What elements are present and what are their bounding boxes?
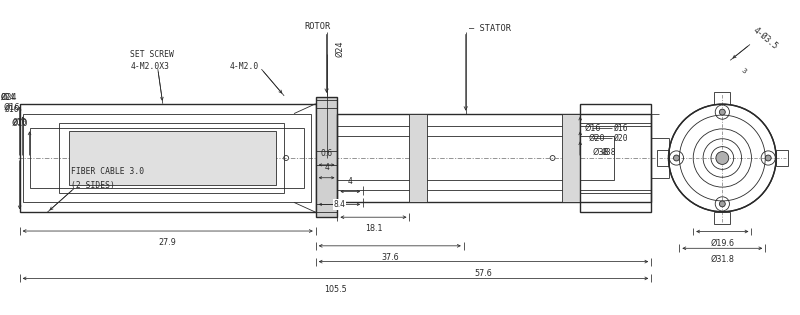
Text: SET SCREW: SET SCREW — [130, 50, 174, 59]
Bar — [316, 97, 338, 217]
Text: 3: 3 — [740, 67, 747, 75]
Text: 8.4: 8.4 — [334, 200, 346, 209]
Text: ROTOR: ROTOR — [305, 22, 331, 31]
Circle shape — [716, 152, 729, 164]
Text: 37.6: 37.6 — [381, 253, 398, 262]
Text: Ø10: Ø10 — [11, 119, 27, 128]
Circle shape — [719, 201, 726, 207]
Text: Ø20: Ø20 — [588, 134, 605, 143]
Text: FIBER CABLE 3.0: FIBER CABLE 3.0 — [71, 167, 144, 176]
Text: 4-M2.0: 4-M2.0 — [230, 62, 258, 71]
Text: Ø24: Ø24 — [335, 40, 345, 57]
Text: Ø38: Ø38 — [602, 147, 617, 157]
Text: 27.9: 27.9 — [158, 238, 177, 247]
Text: 18.1: 18.1 — [365, 224, 382, 233]
Bar — [69, 131, 276, 185]
Circle shape — [766, 155, 771, 161]
Text: 57.6: 57.6 — [474, 268, 492, 278]
Text: 4-Ø3.5: 4-Ø3.5 — [752, 26, 780, 51]
Bar — [580, 123, 651, 192]
Text: Ø31.8: Ø31.8 — [710, 255, 734, 264]
Text: Ø24: Ø24 — [0, 93, 17, 102]
Bar — [714, 92, 730, 104]
Bar — [59, 123, 284, 192]
Text: (2 SIDES): (2 SIDES) — [71, 181, 115, 190]
Bar — [776, 150, 788, 166]
Bar — [30, 129, 304, 188]
Bar — [338, 136, 614, 180]
Bar — [562, 114, 580, 203]
Bar — [22, 114, 311, 203]
Text: Ø16: Ø16 — [584, 124, 601, 133]
Bar — [338, 114, 651, 203]
Text: — STATOR: — STATOR — [469, 24, 510, 33]
Bar — [410, 114, 427, 203]
Bar — [580, 114, 651, 203]
Text: Ø16: Ø16 — [3, 103, 20, 112]
Text: 4: 4 — [324, 163, 329, 172]
Text: Ø19.6: Ø19.6 — [710, 238, 734, 247]
Circle shape — [674, 155, 679, 161]
Text: Ø20: Ø20 — [614, 134, 628, 143]
Bar — [714, 212, 730, 224]
Text: Ø24: Ø24 — [1, 93, 16, 102]
Text: Ø38: Ø38 — [592, 147, 609, 157]
Text: 4: 4 — [348, 177, 353, 186]
Text: 0.6: 0.6 — [321, 149, 333, 158]
Bar — [316, 151, 338, 165]
Bar — [657, 150, 669, 166]
Bar — [580, 104, 651, 212]
Text: Ø10: Ø10 — [13, 118, 27, 127]
Text: 4-M2.0X3: 4-M2.0X3 — [130, 62, 170, 71]
Text: Ø16: Ø16 — [5, 105, 20, 114]
Bar — [20, 104, 316, 212]
Circle shape — [719, 109, 726, 115]
Bar — [338, 126, 651, 190]
Text: 105.5: 105.5 — [324, 285, 347, 294]
Text: Ø16: Ø16 — [614, 124, 628, 133]
